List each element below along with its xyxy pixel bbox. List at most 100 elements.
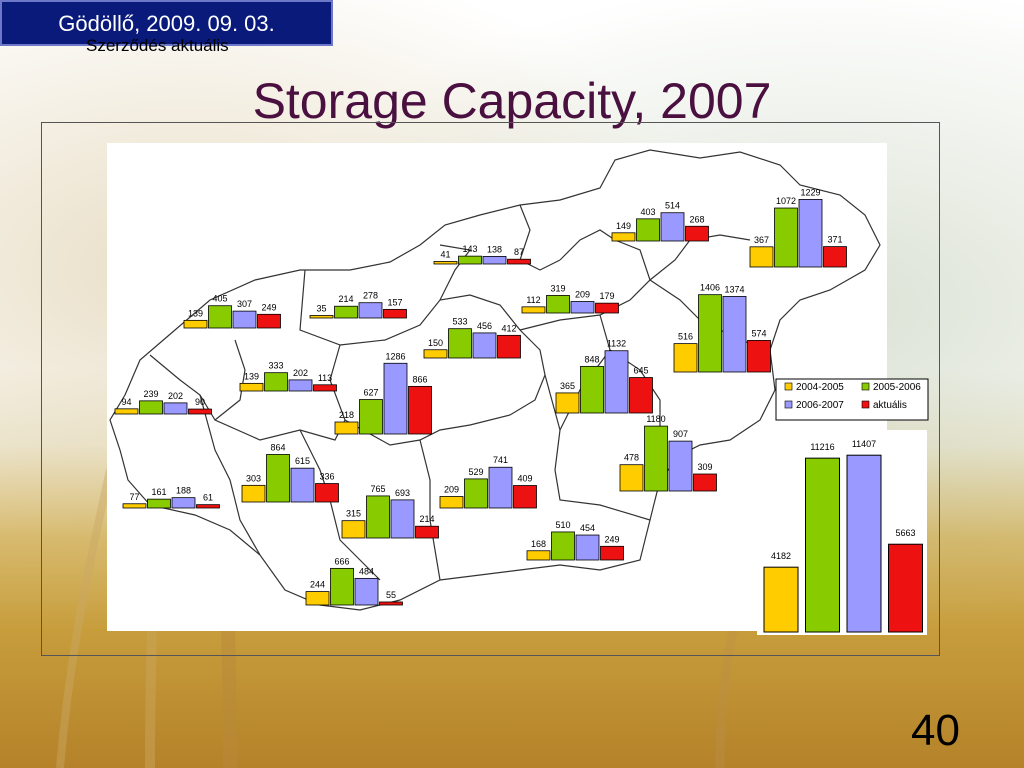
region-bar <box>636 218 660 242</box>
region-bar <box>341 520 366 539</box>
region-bar-label: 209 <box>575 290 590 300</box>
region-bar <box>629 377 653 414</box>
region-bar-label: 516 <box>678 332 693 342</box>
region-bar <box>334 305 358 319</box>
region-bar-label: 741 <box>493 455 508 465</box>
region-bar <box>383 362 408 435</box>
hungary-map-outline <box>109 149 881 611</box>
legend-swatch <box>784 400 793 409</box>
total-bar-label: 11216 <box>810 442 834 452</box>
region-bar-label: 90 <box>195 397 205 407</box>
region-bar <box>330 567 354 606</box>
region-bar-label: 1406 <box>700 283 720 293</box>
region-bar-label: 143 <box>462 244 477 254</box>
region-bar <box>611 232 636 242</box>
region-bar <box>183 319 208 329</box>
region-bar-label: 139 <box>188 308 203 318</box>
region-bar-label: 693 <box>395 488 410 498</box>
total-bar <box>846 454 882 633</box>
chart-frame <box>41 122 940 656</box>
region-bar-label: 307 <box>237 299 252 309</box>
legend-label: 2005-2006 <box>873 382 921 393</box>
region-bar-group: 41 143 138 87 <box>433 244 531 265</box>
region-bar <box>313 384 337 392</box>
region-bar <box>507 258 531 265</box>
region-bar <box>122 503 147 509</box>
region-bar-label: 87 <box>514 247 524 257</box>
region-bar-label: 1072 <box>776 196 796 206</box>
region-bar-label: 41 <box>440 250 450 260</box>
slide-title: Storage Capacity, 2007 <box>252 73 772 129</box>
region-bar-label: 365 <box>560 381 575 391</box>
region-bar-group: 139 405 307 249 <box>183 294 281 329</box>
region-bar-group: 150 533 456 412 <box>423 317 521 359</box>
region-bar-group: 218 627 1286 866 <box>334 351 432 435</box>
region-bar-label: 456 <box>477 321 492 331</box>
region-bar <box>448 328 472 359</box>
region-bar-label: 529 <box>468 467 483 477</box>
region-bar-label: 907 <box>673 429 688 439</box>
region-bar-group: 315 765 693 214 <box>341 484 439 539</box>
total-bar-group: 4182 11216 11407 5663 <box>763 439 923 633</box>
region-bar-label: 1180 <box>646 414 665 424</box>
region-bar <box>472 332 497 359</box>
region-bar <box>698 294 722 373</box>
region-bar <box>315 483 339 503</box>
region-bar <box>366 495 390 539</box>
region-bar <box>521 306 546 314</box>
region-bar <box>208 305 232 329</box>
region-bar-label: 454 <box>580 523 595 533</box>
region-bar-label: 249 <box>261 302 276 312</box>
region-bar <box>595 302 619 314</box>
region-bar-label: 161 <box>151 487 166 497</box>
region-bar-label: 112 <box>526 295 540 305</box>
total-bar-label: 5663 <box>895 528 915 538</box>
region-bar-label: 1132 <box>607 339 626 349</box>
region-bar-group: 367 1072 1229 371 <box>749 187 847 268</box>
region-bar-group: 516 1406 1374 574 <box>673 283 771 373</box>
region-bar-label: 484 <box>359 566 374 576</box>
region-bar-label: 627 <box>363 388 378 398</box>
region-bar <box>482 256 507 265</box>
region-bar-label: 214 <box>419 514 434 524</box>
region-bar <box>383 308 407 319</box>
region-bar-label: 303 <box>246 473 261 483</box>
region-bar-group: 303 864 615 336 <box>241 442 339 503</box>
region-bar-label: 333 <box>268 361 283 371</box>
region-bar-group: 244 666 484 55 <box>305 556 403 606</box>
region-bar-label: 371 <box>827 235 842 245</box>
legend-swatch <box>784 382 793 391</box>
region-bar <box>546 295 570 314</box>
total-bar-label: 4182 <box>771 551 791 561</box>
region-bar <box>693 473 717 492</box>
region-bar-label: 533 <box>452 317 467 327</box>
region-bar <box>458 255 482 265</box>
region-bar-group: 478 1180 907 309 <box>619 414 717 492</box>
region-bar-label: 1286 <box>385 351 405 361</box>
region-bar <box>604 350 629 414</box>
region-bar <box>415 525 439 539</box>
legend-label: aktuális <box>873 400 907 411</box>
region-bar-group: 112 319 209 179 <box>521 283 619 314</box>
region-bar <box>379 601 403 606</box>
legend-swatch <box>861 382 870 391</box>
region-bar-label: 866 <box>412 374 427 384</box>
region-bar <box>619 464 644 492</box>
region-bar <box>722 296 747 373</box>
region-bar <box>423 349 448 359</box>
region-bar-label: 139 <box>244 371 259 381</box>
region-bar-label: 55 <box>386 590 396 600</box>
region-bar-label: 666 <box>334 556 349 566</box>
region-bar <box>823 246 847 268</box>
region-bar-label: 138 <box>487 244 502 254</box>
region-bar-label: 61 <box>203 493 213 503</box>
region-bar-label: 319 <box>550 283 565 293</box>
region-bar <box>334 421 359 435</box>
region-bar-label: 202 <box>293 368 308 378</box>
region-bar <box>309 315 334 319</box>
region-bar-label: 278 <box>363 291 378 301</box>
region-bar-label: 1374 <box>724 284 744 294</box>
region-bar-label: 403 <box>640 207 655 217</box>
region-bar <box>439 496 464 509</box>
